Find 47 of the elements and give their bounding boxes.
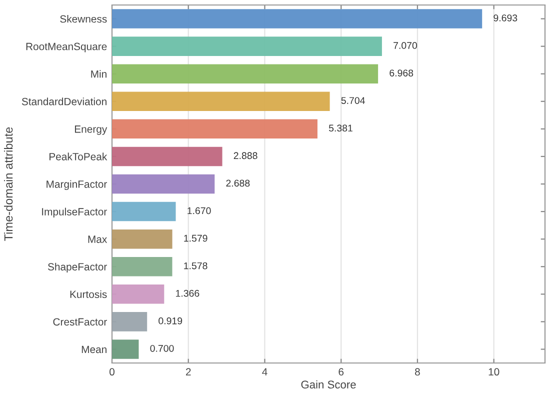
y-tick-label: Kurtosis — [70, 290, 107, 298]
data-label: 1.670 — [188, 207, 211, 214]
data-label: 1.579 — [184, 234, 208, 242]
bar — [112, 312, 148, 332]
bar — [112, 202, 176, 222]
data-label: 2.888 — [234, 152, 258, 160]
data-label: 1.578 — [184, 262, 208, 270]
bar — [112, 174, 215, 194]
data-label: 0.700 — [150, 344, 174, 352]
data-label: 1.366 — [176, 290, 200, 297]
bar — [112, 340, 139, 359]
bar — [112, 229, 172, 249]
y-tick-label: StandardDeviation — [22, 98, 106, 106]
y-tick-label: RootMeanSquare — [26, 42, 107, 52]
bar — [112, 284, 164, 304]
bar — [112, 119, 318, 139]
y-tick-label: CrestFactor — [53, 318, 107, 326]
data-label: 6.968 — [390, 70, 414, 76]
x-tick-label: 8 — [415, 368, 420, 376]
data-label: 5.381 — [328, 124, 352, 132]
bar — [112, 146, 222, 166]
y-tick-label: Energy — [74, 126, 108, 135]
y-tick-label: Min — [91, 70, 106, 78]
bar — [112, 36, 382, 56]
y-tick-label: MarginFactor — [46, 180, 107, 190]
x-tick-label: 10 — [488, 368, 500, 376]
x-tick-label: 0 — [110, 368, 114, 376]
bar — [112, 92, 330, 112]
data-label: 9.693 — [494, 14, 518, 22]
bar — [112, 9, 482, 28]
y-tick-label: PeakToPeak — [50, 152, 108, 160]
data-label: 0.919 — [158, 317, 182, 324]
data-label: 2.688 — [226, 180, 250, 187]
y-tick-label: ImpulseFactor — [42, 208, 107, 218]
x-tick-label: 2 — [186, 368, 191, 376]
x-tick-label: 4 — [262, 368, 268, 376]
y-axis-title: Time-domain attribute — [4, 127, 13, 241]
x-axis-title: Gain Score — [301, 380, 356, 389]
y-tick-label: Skewness — [60, 14, 107, 23]
data-label: 7.070 — [394, 42, 418, 49]
y-tick-label: Mean — [82, 346, 106, 354]
bar — [112, 256, 172, 276]
y-tick-label: ShapeFactor — [48, 262, 107, 273]
bar — [112, 64, 378, 84]
y-tick-label: Max — [88, 236, 108, 243]
x-tick-label: 6 — [338, 368, 344, 376]
data-label: 5.704 — [341, 97, 365, 104]
